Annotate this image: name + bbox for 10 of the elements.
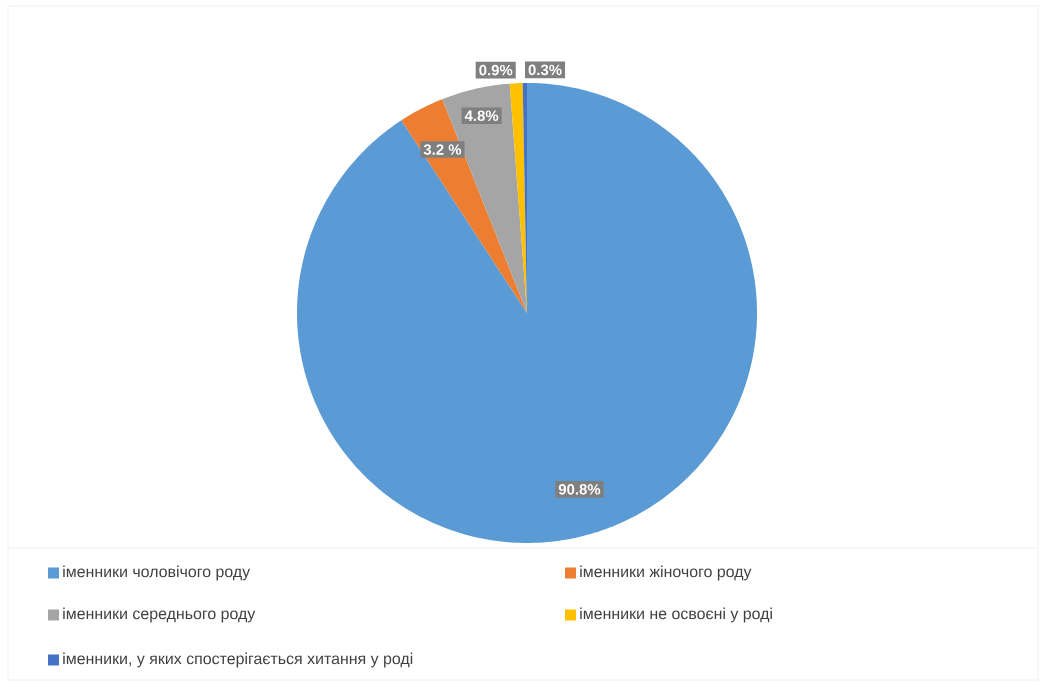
legend-label: іменники, у яких спостерігається хитання у роді [63,652,413,668]
data-label: 4.8% [464,110,499,122]
legend-label: іменники середнього роду [63,607,256,623]
legend-label: іменники жіночого роду [580,565,752,581]
legend-label: іменники не освоєні у роді [580,607,772,623]
data-label: 0.9% [479,64,513,76]
data-label: 3.2 % [423,144,462,155]
data-label: 0.3% [528,64,562,76]
legend-label: іменники чоловічого роду [63,565,251,581]
data-label: 90.8% [558,484,601,495]
